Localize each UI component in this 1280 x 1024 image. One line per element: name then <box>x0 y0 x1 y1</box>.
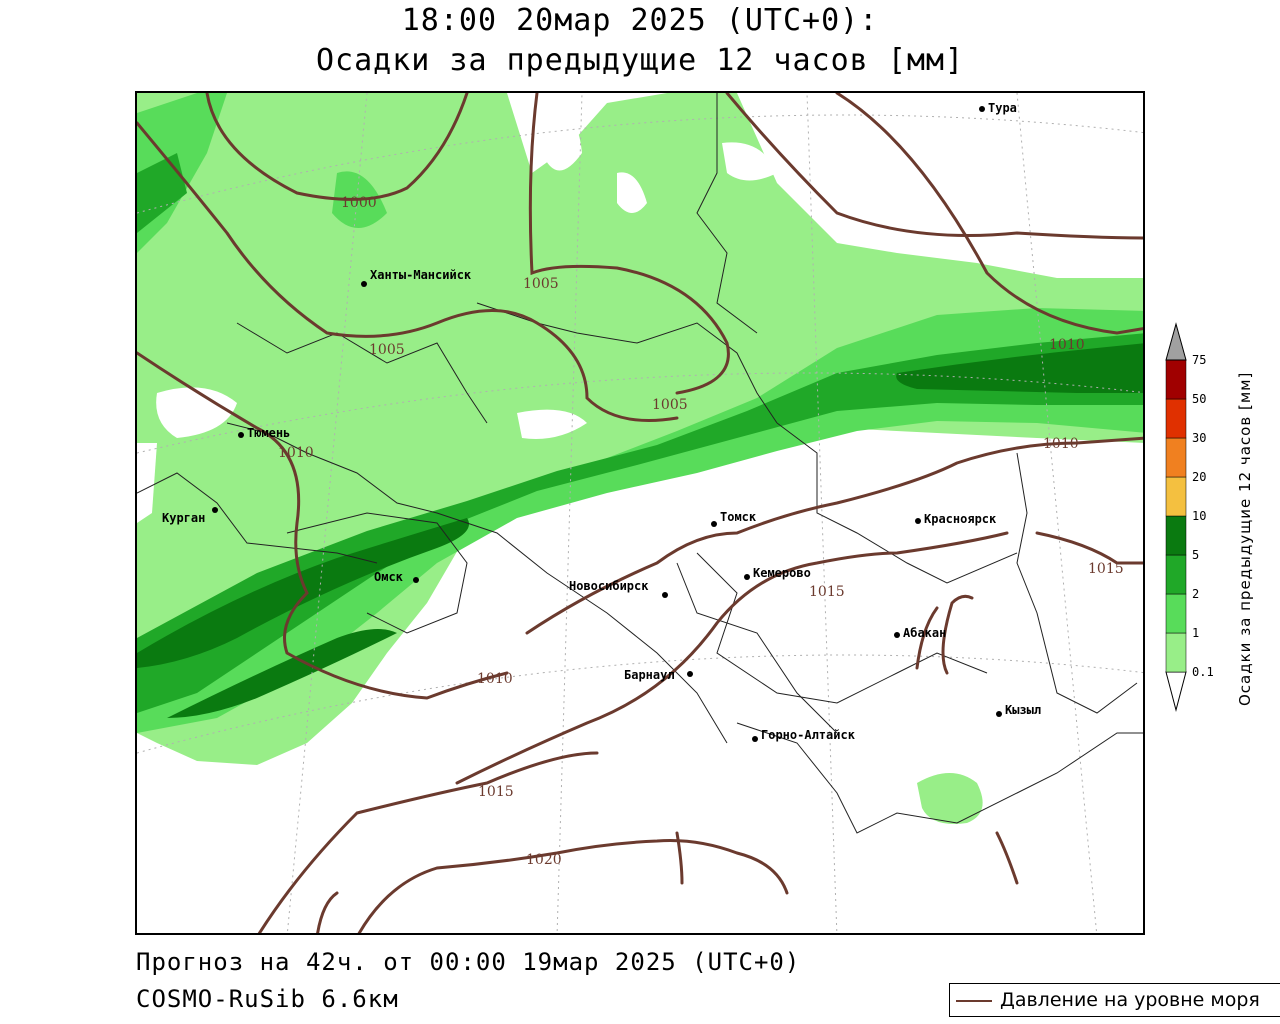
isobar-label: 1015 <box>1088 561 1124 577</box>
colorbar-level-label: 1 <box>1192 626 1199 640</box>
city-label: Омск <box>374 570 404 584</box>
city-barnaul: Барнаул <box>624 668 693 682</box>
city-label: Ханты-Мансийск <box>370 268 472 282</box>
city-kurgan: Курган <box>162 507 218 525</box>
city-tomsk: Томск <box>711 510 757 527</box>
city-label: Томск <box>720 510 757 524</box>
isobar-labels: 1000 1005 1005 1005 1010 1010 1010 1010 … <box>278 195 1124 868</box>
isobar-label: 1010 <box>1043 436 1079 452</box>
city-abakan: Абакан <box>894 626 946 640</box>
colorbar-level-label: 30 <box>1192 431 1206 445</box>
isobar-label: 1005 <box>523 276 559 292</box>
colorbar-swatch <box>1165 554 1187 595</box>
isobar-label: 1015 <box>478 784 514 800</box>
city-gorno-altaysk: Горно-Алтайск <box>752 728 856 742</box>
colorbar-swatch <box>1165 632 1187 673</box>
city-label: Курган <box>162 511 205 525</box>
isobar-legend: Давление на уровне моря <box>949 983 1280 1017</box>
city-label: Кызыл <box>1005 703 1041 717</box>
city-label: Новосибирск <box>569 579 649 593</box>
isobar-label: 1005 <box>369 342 405 358</box>
colorbar-swatches <box>1165 322 1187 712</box>
precipitation-map: Тура Ханты-Мансийск Тюмень Курган Омск Т… <box>135 91 1145 935</box>
city-kemerovo: Кемерово <box>744 566 811 580</box>
isobar-label: 1000 <box>341 195 377 211</box>
city-khanty-mansiysk: Ханты-Мансийск <box>361 268 472 287</box>
city-label: Тура <box>988 101 1017 115</box>
city-omsk: Омск <box>374 570 419 584</box>
model-name: COSMO-RuSib 6.6км <box>136 985 399 1013</box>
city-krasnoyarsk: Красноярск <box>915 512 997 526</box>
precip-very-heavy-area <box>137 343 1143 718</box>
city-tura: Тура <box>979 101 1017 115</box>
colorbar-level-label: 10 <box>1192 509 1206 523</box>
colorbar-title: Осадки за предыдущие 12 часов [мм] <box>1236 326 1262 706</box>
city-label: Тюмень <box>247 426 290 440</box>
city-label: Горно-Алтайск <box>761 728 856 742</box>
forecast-info: Прогноз на 42ч. от 00:00 19мар 2025 (UTC… <box>136 948 801 976</box>
city-label: Барнаул <box>624 668 675 682</box>
city-label: Кемерово <box>753 566 811 580</box>
colorbar-swatch <box>1165 476 1187 517</box>
map-subtitle: Осадки за предыдущие 12 часов [мм] <box>315 43 965 78</box>
isobars <box>137 93 1143 933</box>
city-novosibirsk: Новосибирск <box>569 579 668 598</box>
isobar-legend-line <box>956 1000 992 1002</box>
colorbar-title-text: Осадки за предыдущие 12 часов [мм] <box>1236 371 1254 706</box>
colorbar-level-label: 50 <box>1192 392 1206 406</box>
colorbar-level-label: 0.1 <box>1192 665 1214 679</box>
city-kyzyl: Кызыл <box>996 703 1041 717</box>
colorbar-bottom-arrow <box>1165 671 1187 712</box>
colorbar-level-label: 5 <box>1192 548 1199 562</box>
precip-gaps <box>137 111 937 523</box>
colorbar-level-label: 20 <box>1192 470 1206 484</box>
map-title: 18:00 20мар 2025 (UTC+0): <box>401 3 879 38</box>
colorbar-level-label: 75 <box>1192 353 1206 367</box>
colorbar-labels: 0.1 1 2 5 10 20 30 50 75 <box>1192 353 1214 679</box>
colorbar-swatch <box>1165 359 1187 400</box>
city-label: Абакан <box>903 626 946 640</box>
isobar-label: 1010 <box>278 445 314 461</box>
colorbar-top-arrow <box>1165 322 1187 361</box>
isobar-legend-label: Давление на уровне моря <box>1000 989 1260 1011</box>
isobar-label: 1020 <box>526 852 562 868</box>
colorbar-swatch <box>1165 437 1187 478</box>
city-label: Красноярск <box>924 512 997 526</box>
colorbar: 0.1 1 2 5 10 20 30 50 75 <box>1160 318 1280 713</box>
city-layer: Тура Ханты-Мансийск Тюмень Курган Омск Т… <box>162 101 1041 742</box>
city-tyumen: Тюмень <box>238 426 290 440</box>
colorbar-swatch <box>1165 593 1187 634</box>
colorbar-swatch <box>1165 515 1187 556</box>
isobar-label: 1015 <box>809 584 845 600</box>
colorbar-level-label: 2 <box>1192 587 1199 601</box>
colorbar-swatch <box>1165 398 1187 439</box>
isobar-label: 1010 <box>477 671 513 687</box>
isobar-label: 1010 <box>1049 337 1085 353</box>
graticule <box>137 93 1143 933</box>
isobar-label: 1005 <box>652 397 688 413</box>
